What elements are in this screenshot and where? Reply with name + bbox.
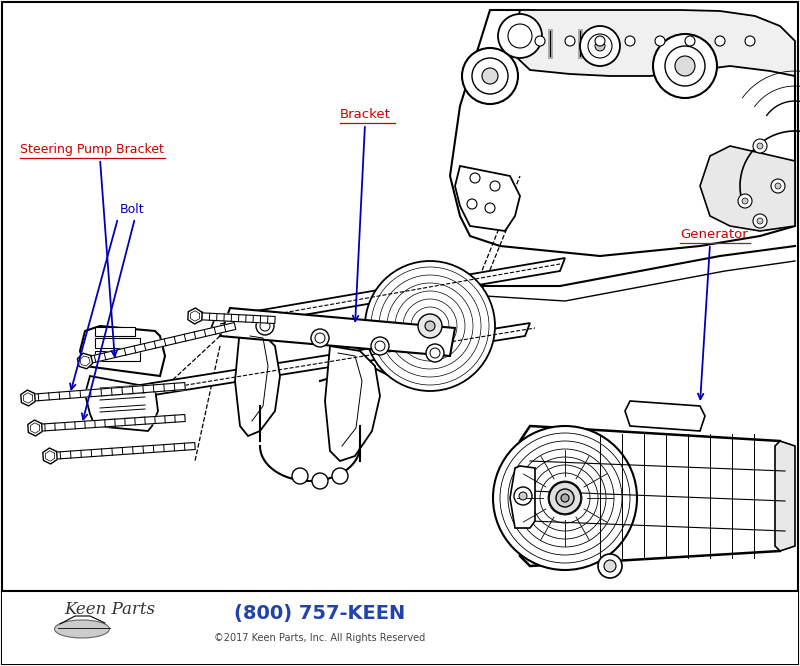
Circle shape [580, 26, 620, 66]
Polygon shape [43, 448, 57, 464]
Polygon shape [34, 414, 186, 432]
Text: Bracket: Bracket [340, 108, 391, 121]
Circle shape [256, 317, 274, 335]
Circle shape [742, 198, 748, 204]
Polygon shape [455, 166, 520, 231]
Circle shape [757, 218, 763, 224]
Circle shape [430, 348, 440, 358]
Circle shape [565, 36, 575, 46]
Circle shape [604, 560, 616, 572]
Polygon shape [510, 10, 795, 76]
Circle shape [312, 473, 328, 489]
Polygon shape [78, 353, 93, 369]
Text: Keen Parts: Keen Parts [65, 601, 155, 617]
Circle shape [685, 36, 695, 46]
Circle shape [332, 468, 348, 484]
Polygon shape [220, 308, 455, 356]
Polygon shape [210, 258, 565, 331]
Bar [95, 351, 140, 361]
Text: Generator: Generator [680, 228, 748, 241]
Text: Steering Pump Bracket: Steering Pump Bracket [20, 143, 164, 156]
Polygon shape [135, 323, 530, 398]
Circle shape [425, 321, 435, 331]
Circle shape [535, 36, 545, 46]
Circle shape [561, 494, 569, 502]
Circle shape [556, 489, 574, 507]
Polygon shape [450, 10, 795, 256]
Circle shape [482, 68, 498, 84]
Polygon shape [84, 322, 236, 364]
Circle shape [498, 14, 542, 58]
Circle shape [595, 41, 605, 51]
Circle shape [490, 181, 500, 191]
Circle shape [655, 36, 665, 46]
Bar [95, 338, 140, 348]
Polygon shape [28, 382, 186, 402]
Polygon shape [195, 312, 275, 324]
Circle shape [375, 341, 385, 351]
Polygon shape [625, 401, 705, 431]
Circle shape [519, 492, 527, 500]
Polygon shape [50, 442, 195, 460]
Circle shape [745, 36, 755, 46]
Circle shape [485, 203, 495, 213]
Circle shape [625, 36, 635, 46]
Circle shape [598, 554, 622, 578]
Circle shape [738, 194, 752, 208]
Circle shape [775, 183, 781, 189]
Circle shape [418, 314, 442, 338]
Circle shape [260, 321, 270, 331]
Polygon shape [515, 426, 785, 566]
Circle shape [757, 143, 763, 149]
Circle shape [653, 34, 717, 98]
Circle shape [514, 487, 532, 505]
Polygon shape [510, 466, 535, 528]
Circle shape [311, 329, 329, 347]
Circle shape [753, 214, 767, 228]
Polygon shape [28, 420, 42, 436]
Polygon shape [85, 376, 158, 431]
Circle shape [595, 36, 605, 46]
Circle shape [675, 56, 695, 76]
Circle shape [508, 24, 532, 48]
Text: (800) 757-KEEN: (800) 757-KEEN [234, 605, 406, 623]
Circle shape [470, 173, 480, 183]
Circle shape [365, 261, 495, 391]
Circle shape [493, 426, 637, 570]
Polygon shape [325, 346, 380, 461]
Bar [95, 327, 135, 336]
Circle shape [771, 179, 785, 193]
Circle shape [315, 333, 325, 343]
Polygon shape [80, 326, 165, 376]
Text: Bolt: Bolt [120, 203, 145, 216]
Circle shape [292, 468, 308, 484]
Circle shape [665, 46, 705, 86]
Circle shape [549, 482, 581, 514]
Circle shape [753, 139, 767, 153]
Polygon shape [775, 441, 795, 551]
Circle shape [472, 58, 508, 94]
Text: ©2017 Keen Parts, Inc. All Rights Reserved: ©2017 Keen Parts, Inc. All Rights Reserv… [214, 633, 426, 643]
Bar [2, 591, 798, 664]
Circle shape [462, 48, 518, 104]
Ellipse shape [54, 620, 110, 638]
Circle shape [467, 199, 477, 209]
Polygon shape [235, 328, 280, 436]
Circle shape [715, 36, 725, 46]
Polygon shape [188, 308, 202, 324]
Circle shape [426, 344, 444, 362]
Circle shape [371, 337, 389, 355]
Polygon shape [21, 390, 35, 406]
Polygon shape [700, 146, 795, 231]
Circle shape [588, 34, 612, 58]
